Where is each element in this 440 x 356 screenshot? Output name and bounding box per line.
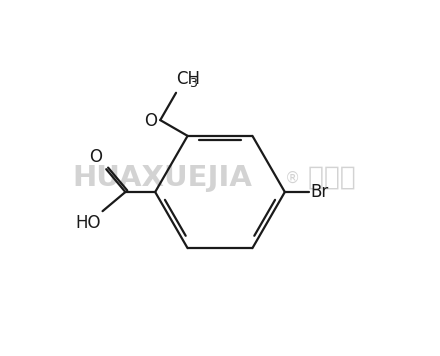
Text: O: O [89, 148, 102, 166]
Text: HO: HO [75, 214, 101, 232]
Text: 3: 3 [189, 77, 197, 90]
Text: ®: ® [285, 171, 300, 185]
Text: O: O [144, 112, 158, 130]
Text: 化学加: 化学加 [299, 165, 356, 191]
Text: Br: Br [311, 183, 329, 201]
Text: CH: CH [176, 69, 200, 88]
Text: HUAXUEJIA: HUAXUEJIA [73, 164, 253, 192]
